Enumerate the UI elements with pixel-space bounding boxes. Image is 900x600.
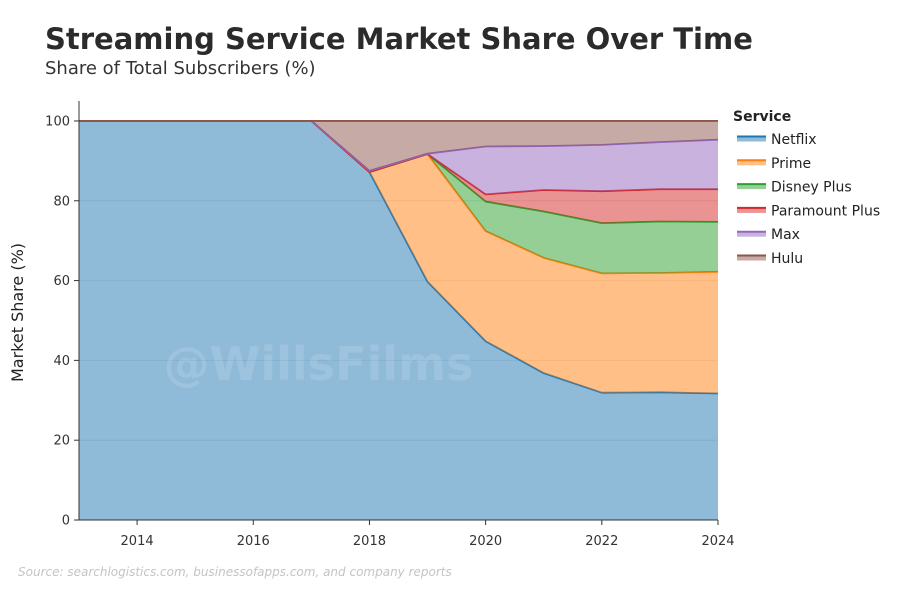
area-prime bbox=[79, 120, 718, 394]
y-tick-label: 20 bbox=[53, 434, 70, 449]
y-axis-label: Market Share (%) bbox=[8, 243, 27, 382]
axes bbox=[78, 101, 718, 521]
legend-label-prime: Prime bbox=[771, 156, 811, 172]
source-note: Source: searchlogistics.com, businessofa… bbox=[18, 565, 452, 579]
x-tick-label: 2016 bbox=[237, 534, 270, 549]
chart-title: Streaming Service Market Share Over Time bbox=[45, 22, 753, 56]
y-tick-label: 60 bbox=[53, 274, 70, 289]
y-tick-label: 40 bbox=[53, 354, 70, 369]
legend-swatch-prime bbox=[737, 160, 766, 166]
chart-subtitle: Share of Total Subscribers (%) bbox=[45, 58, 316, 79]
stacked-areas bbox=[79, 120, 719, 520]
legend-swatch-disney-plus bbox=[737, 184, 766, 190]
legend: Service Netflix Prime Disney Plus Paramount … bbox=[733, 109, 880, 267]
legend-swatch-max bbox=[737, 231, 766, 237]
area-disney-plus bbox=[79, 120, 718, 274]
area-netflix bbox=[79, 120, 718, 520]
legend-label-netflix: Netflix bbox=[771, 132, 817, 148]
legend-swatch-netflix bbox=[737, 136, 766, 142]
y-tick-label: 0 bbox=[62, 514, 70, 529]
x-tick-label: 2024 bbox=[701, 534, 734, 549]
area-hulu bbox=[79, 120, 718, 171]
legend-label-paramount-plus: Paramount Plus bbox=[771, 203, 880, 219]
x-axis-ticks: 2014 2016 2018 2020 2022 2024 bbox=[121, 520, 735, 549]
area-paramount-plus bbox=[79, 120, 718, 224]
legend-label-disney-plus: Disney Plus bbox=[771, 180, 852, 196]
y-tick-label: 100 bbox=[45, 114, 70, 129]
legend-label-hulu: Hulu bbox=[771, 251, 803, 267]
x-tick-label: 2018 bbox=[353, 534, 386, 549]
x-tick-label: 2022 bbox=[585, 534, 618, 549]
area-max bbox=[79, 120, 718, 195]
legend-swatch-paramount-plus bbox=[737, 207, 766, 213]
y-axis-ticks: 0 20 40 60 80 100 bbox=[45, 114, 79, 529]
watermark: @WillsFilms bbox=[164, 337, 474, 391]
x-tick-label: 2020 bbox=[469, 534, 502, 549]
y-tick-label: 80 bbox=[53, 194, 70, 209]
legend-label-max: Max bbox=[771, 227, 800, 243]
x-tick-label: 2014 bbox=[121, 534, 154, 549]
legend-swatch-hulu bbox=[737, 255, 766, 261]
legend-title: Service bbox=[733, 109, 791, 125]
